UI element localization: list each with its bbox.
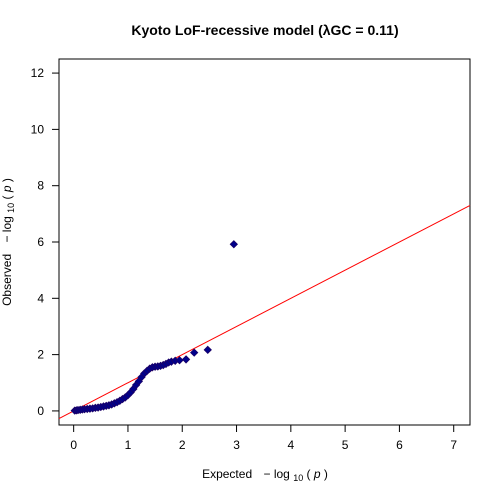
y-tick-label: 8 — [37, 179, 44, 193]
data-point — [203, 345, 212, 354]
y-axis-label-log: log — [0, 216, 14, 232]
y-axis-label-prefix: Observed — [0, 254, 14, 306]
y-axis-label-open-paren: ( — [0, 195, 14, 199]
y-axis-label: Observed − log 10 ( p ) — [0, 178, 17, 306]
y-axis-label-base: 10 — [6, 203, 16, 213]
x-axis-label-close-paren: ) — [324, 467, 328, 481]
x-tick-label: 7 — [450, 438, 457, 452]
x-tick-label: 2 — [179, 438, 186, 452]
y-tick-label: 12 — [31, 66, 45, 80]
reference-line — [58, 204, 471, 419]
reference-line-layer — [58, 204, 471, 419]
y-axis: 0 2 4 6 8 10 12 — [31, 66, 60, 418]
x-axis-label-var: p — [313, 467, 321, 481]
x-axis: 0 1 2 3 4 5 6 7 — [70, 424, 457, 452]
x-axis-label-open-paren: ( — [307, 467, 311, 481]
x-tick-label: 3 — [233, 438, 240, 452]
x-tick-label: 4 — [287, 438, 294, 452]
y-tick-label: 6 — [37, 235, 44, 249]
y-tick-label: 0 — [37, 404, 44, 418]
y-tick-label: 4 — [37, 291, 44, 305]
y-axis-label-minus: − — [0, 236, 14, 243]
data-point — [190, 348, 199, 357]
data-point — [181, 355, 191, 364]
x-axis-label-base: 10 — [293, 473, 303, 483]
x-tick-label: 6 — [396, 438, 403, 452]
data-point — [175, 356, 184, 365]
y-tick-label: 10 — [31, 122, 45, 136]
points-layer — [70, 240, 238, 415]
plot-frame — [58, 58, 471, 426]
data-point — [229, 240, 238, 249]
y-axis-label-var: p — [0, 185, 14, 193]
x-axis-label-prefix: Expected — [202, 467, 252, 481]
x-axis-label-log: log — [274, 467, 290, 481]
chart-title: Kyoto LoF-recessive model (λGC = 0.11) — [131, 22, 398, 38]
x-axis-label: Expected − log 10 ( p ) — [202, 467, 328, 484]
x-axis-label-minus: − — [263, 467, 270, 481]
y-tick-label: 2 — [37, 348, 44, 362]
x-tick-label: 1 — [125, 438, 132, 452]
x-tick-label: 0 — [70, 438, 77, 452]
x-tick-label: 5 — [342, 438, 349, 452]
y-axis-label-close-paren: ) — [0, 178, 14, 182]
